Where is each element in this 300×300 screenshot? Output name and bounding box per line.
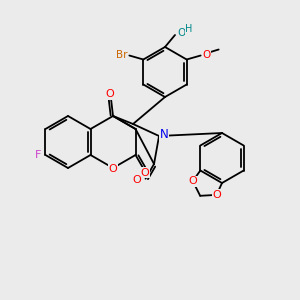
Text: H: H [185,24,192,34]
Text: O: O [109,164,117,174]
Text: Br: Br [116,50,127,59]
Text: O: O [212,190,221,200]
Text: N: N [160,128,168,142]
Text: F: F [35,150,41,160]
Text: O: O [177,28,185,38]
Text: O: O [141,168,149,178]
Text: O: O [133,175,142,185]
Text: O: O [188,176,197,186]
Text: O: O [106,89,114,99]
Text: O: O [203,50,211,59]
